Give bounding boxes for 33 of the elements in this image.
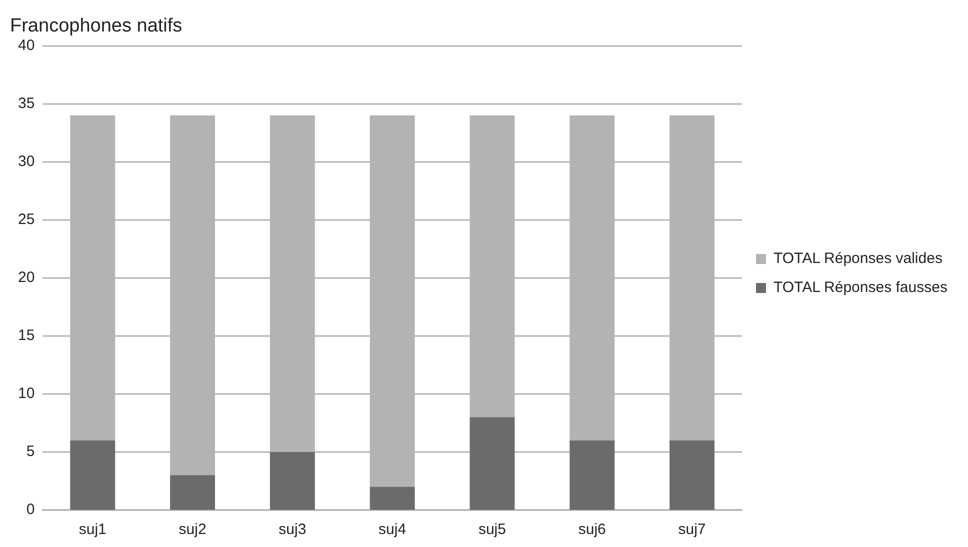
bar [470, 115, 515, 418]
chart-title: Francophones natifs [10, 16, 182, 37]
bar [370, 486, 415, 510]
x-tick-label: suj5 [478, 521, 506, 538]
bar [570, 115, 615, 440]
bar [670, 115, 714, 440]
x-tick-label: suj3 [278, 521, 306, 538]
bar [270, 115, 315, 452]
x-tick-label: suj6 [578, 521, 606, 538]
y-tick-label: 35 [18, 94, 35, 112]
y-tick-label: 15 [18, 327, 35, 344]
bar [370, 115, 415, 487]
y-tick-label: 40 [18, 36, 35, 54]
x-tick-label: suj2 [178, 521, 206, 538]
y-tick-label: 30 [18, 152, 35, 170]
legend-label: TOTAL Réponses valides [773, 250, 942, 268]
x-tick-label: suj7 [678, 521, 706, 538]
bar [70, 440, 116, 510]
bar [70, 115, 116, 440]
bar [170, 115, 216, 476]
y-tick-label: 20 [18, 269, 35, 286]
legend-label: TOTAL Réponses fausses [773, 279, 948, 296]
y-tick-label: 0 [26, 501, 35, 518]
y-tick-label: 10 [18, 385, 35, 402]
y-tick-label: 5 [26, 443, 35, 460]
bar [670, 440, 714, 510]
bar [170, 475, 216, 510]
x-tick-label: suj4 [378, 521, 406, 538]
bar [570, 440, 615, 510]
x-tick-label: suj1 [78, 521, 106, 538]
y-tick-label: 25 [18, 211, 35, 228]
bar [270, 452, 315, 510]
bar [470, 417, 515, 510]
